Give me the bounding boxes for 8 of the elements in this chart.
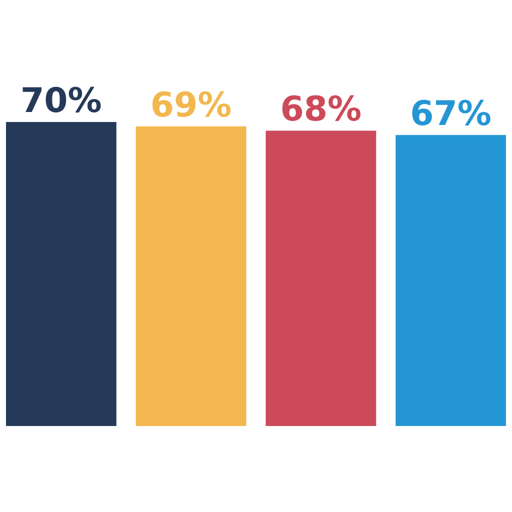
data-label: 68%: [280, 90, 362, 130]
bar: [266, 130, 376, 426]
data-label: 69%: [150, 85, 232, 126]
data-label: 70%: [20, 81, 102, 121]
bar: [6, 122, 116, 426]
data-label: 67%: [410, 94, 492, 134]
bar: [136, 126, 246, 426]
bar: [396, 135, 506, 426]
